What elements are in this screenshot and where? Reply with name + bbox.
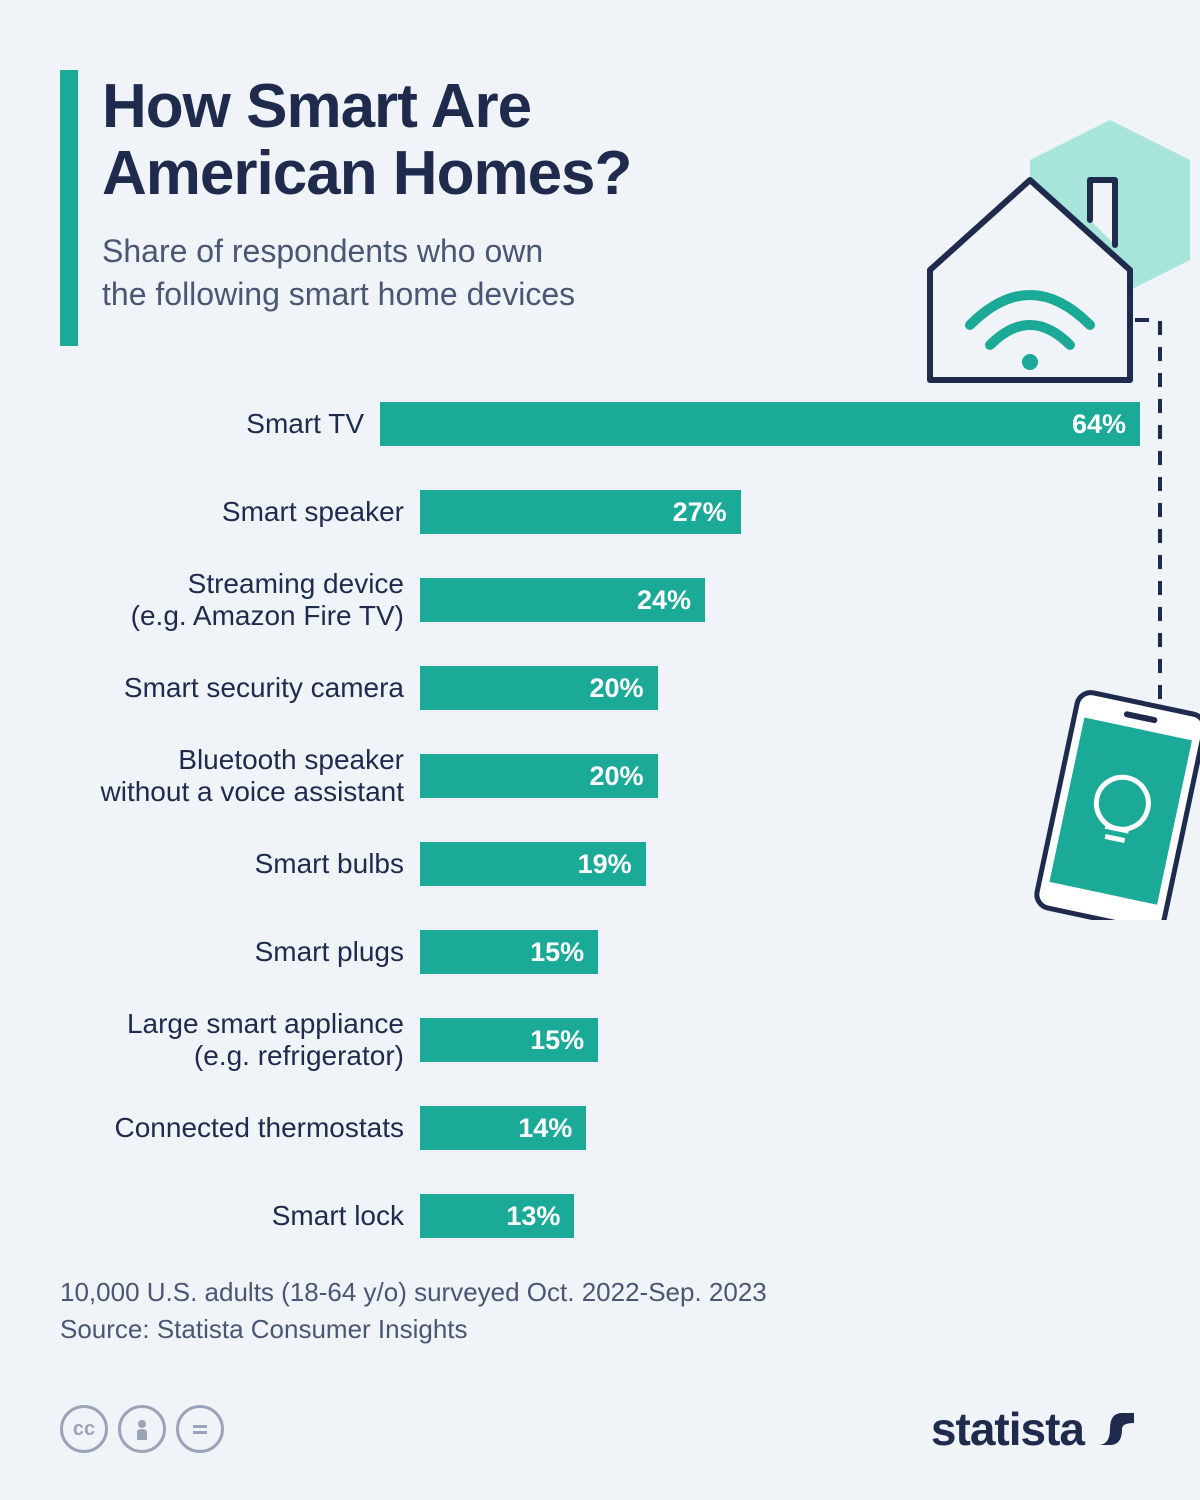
bar-label: Connected thermostats xyxy=(60,1112,420,1144)
bar-wrap: 13% xyxy=(420,1194,1140,1238)
bar-label: Smart security camera xyxy=(60,672,420,704)
title-line-2: American Homes? xyxy=(102,139,631,208)
footnote-source: Source: Statista Consumer Insights xyxy=(60,1311,1140,1347)
no-derivatives-icon xyxy=(176,1405,224,1453)
bar-row: Connected thermostats 14% xyxy=(60,1098,1140,1158)
bar-row: Large smart appliance(e.g. refrigerator)… xyxy=(60,1010,1140,1070)
page-title: How Smart Are American Homes? xyxy=(102,74,631,208)
bar-label: Smart plugs xyxy=(60,936,420,968)
bar-chart: Smart TV 64% Smart speaker 27% Streaming dev… xyxy=(60,394,1140,1246)
bar: 27% xyxy=(420,490,741,534)
bar-row: Smart bulbs 19% xyxy=(60,834,1140,894)
bar-wrap: 24% xyxy=(420,578,1140,622)
bar-wrap: 14% xyxy=(420,1106,1140,1150)
bar-value: 27% xyxy=(673,497,727,528)
brand-mark-icon xyxy=(1092,1405,1140,1453)
bar-wrap: 15% xyxy=(420,930,1140,974)
bar-value: 20% xyxy=(589,761,643,792)
bar-value: 64% xyxy=(1072,409,1126,440)
bar-row: Streaming device(e.g. Amazon Fire TV) 24% xyxy=(60,570,1140,630)
bar-row: Smart lock 13% xyxy=(60,1186,1140,1246)
bar: 15% xyxy=(420,930,598,974)
bar: 14% xyxy=(420,1106,586,1150)
bar-wrap: 27% xyxy=(420,490,1140,534)
page-subtitle: Share of respondents who own the followi… xyxy=(102,230,631,316)
subtitle-line-1: Share of respondents who own xyxy=(102,233,543,269)
bar-label: Large smart appliance(e.g. refrigerator) xyxy=(60,1008,420,1072)
bar-row: Smart security camera 20% xyxy=(60,658,1140,718)
bar-wrap: 19% xyxy=(420,842,1140,886)
bar-value: 20% xyxy=(589,673,643,704)
bar-value: 15% xyxy=(530,937,584,968)
bar-row: Smart TV 64% xyxy=(60,394,1140,454)
bar: 64% xyxy=(380,402,1140,446)
bar-label: Bluetooth speakerwithout a voice assista… xyxy=(60,744,420,808)
bar-label: Smart speaker xyxy=(60,496,420,528)
bar-value: 14% xyxy=(518,1113,572,1144)
bar: 19% xyxy=(420,842,646,886)
bar-row: Smart speaker 27% xyxy=(60,482,1140,542)
bar-wrap: 15% xyxy=(420,1018,1140,1062)
bar-value: 13% xyxy=(506,1201,560,1232)
bar: 20% xyxy=(420,754,658,798)
brand-text: statista xyxy=(931,1402,1084,1456)
subtitle-line-2: the following smart home devices xyxy=(102,276,575,312)
bar: 24% xyxy=(420,578,705,622)
footer: cc statista xyxy=(60,1402,1140,1456)
accent-bar xyxy=(60,70,78,346)
bar: 20% xyxy=(420,666,658,710)
bar-value: 15% xyxy=(530,1025,584,1056)
bar-wrap: 20% xyxy=(420,754,1140,798)
header: How Smart Are American Homes? Share of r… xyxy=(60,70,1140,346)
bar-value: 24% xyxy=(637,585,691,616)
bar-label: Smart lock xyxy=(60,1200,420,1232)
footnote: 10,000 U.S. adults (18-64 y/o) surveyed … xyxy=(60,1274,1140,1347)
bar-wrap: 64% xyxy=(380,402,1140,446)
brand-logo: statista xyxy=(931,1402,1140,1456)
attribution-icon xyxy=(118,1405,166,1453)
footnote-sample: 10,000 U.S. adults (18-64 y/o) surveyed … xyxy=(60,1274,1140,1310)
cc-icon: cc xyxy=(60,1405,108,1453)
bar-label: Streaming device(e.g. Amazon Fire TV) xyxy=(60,568,420,632)
bar-label: Smart bulbs xyxy=(60,848,420,880)
title-line-1: How Smart Are xyxy=(102,72,531,141)
bar-wrap: 20% xyxy=(420,666,1140,710)
bar-value: 19% xyxy=(578,849,632,880)
license-icons: cc xyxy=(60,1405,224,1453)
bar-row: Smart plugs 15% xyxy=(60,922,1140,982)
bar: 13% xyxy=(420,1194,574,1238)
bar-label: Smart TV xyxy=(60,408,380,440)
bar-row: Bluetooth speakerwithout a voice assista… xyxy=(60,746,1140,806)
bar: 15% xyxy=(420,1018,598,1062)
